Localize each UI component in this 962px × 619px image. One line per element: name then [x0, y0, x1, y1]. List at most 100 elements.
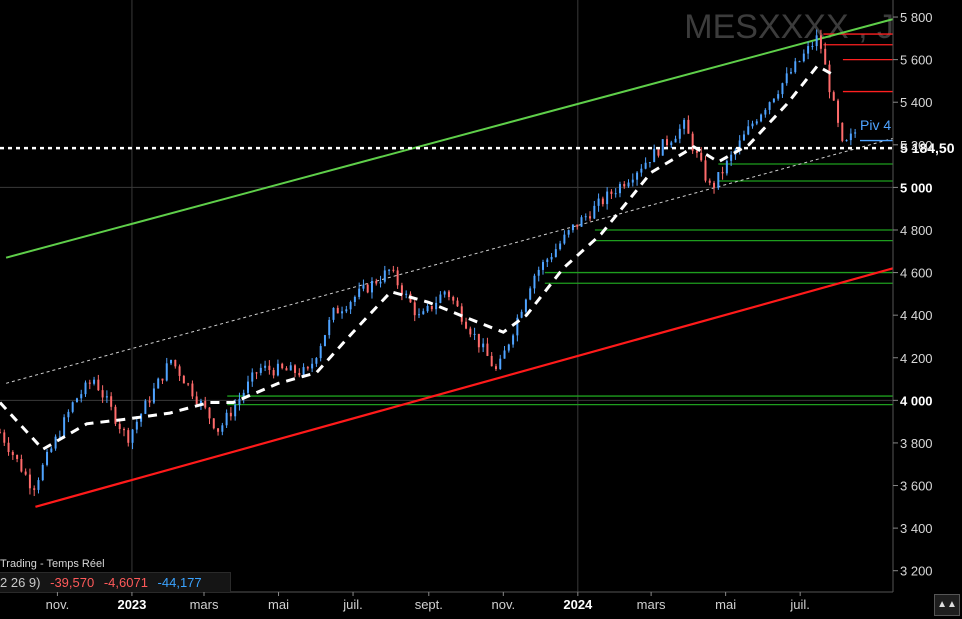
candle-body — [529, 288, 532, 300]
candle-body — [289, 365, 292, 371]
x-tick-label: nov. — [46, 597, 70, 612]
candle-body — [567, 230, 570, 235]
candle-body — [11, 452, 14, 455]
candle-body — [465, 321, 468, 329]
candle-body — [161, 378, 164, 381]
candle-body — [276, 363, 279, 376]
candle-body — [610, 191, 613, 194]
y-tick-label: 3 600 — [900, 479, 933, 494]
candle-body — [653, 148, 656, 163]
candle-body — [443, 291, 446, 295]
candle-body — [127, 430, 130, 443]
candle-body — [516, 317, 519, 336]
candle-body — [84, 382, 87, 395]
candle-body — [486, 343, 489, 356]
y-tick-label: 3 200 — [900, 564, 933, 579]
candle-body — [311, 363, 314, 369]
candle-body — [315, 358, 318, 364]
candle-body — [640, 168, 643, 173]
candle-body — [832, 92, 835, 101]
candle-body — [469, 328, 472, 335]
candle-body — [392, 269, 395, 271]
current-price-line: 5 184,50 — [0, 140, 955, 156]
x-tick-label: sept. — [415, 597, 443, 612]
y-tick-label: 5 000 — [900, 180, 933, 195]
candle-body — [191, 383, 194, 397]
candle-body — [422, 311, 425, 315]
candle-body — [589, 216, 592, 219]
candle-body — [3, 432, 6, 443]
y-tick-label: 5 200 — [900, 138, 933, 153]
pivot-label: Piv 4 — [860, 117, 891, 133]
candle-body — [623, 183, 626, 187]
candle-body — [234, 404, 237, 417]
candle-body — [563, 234, 566, 244]
candle-body — [614, 193, 617, 195]
candle-body — [225, 412, 228, 426]
candle-body — [815, 35, 818, 47]
candle-body — [708, 180, 711, 183]
horizontal-levels — [227, 33, 893, 406]
candle-body — [405, 293, 408, 295]
candle-body — [323, 335, 326, 347]
candle-body — [199, 400, 202, 405]
candle-body — [755, 121, 758, 124]
candle-body — [217, 428, 220, 432]
x-tick-label: mai — [268, 597, 289, 612]
candle-body — [546, 259, 549, 263]
candle-body — [768, 102, 771, 110]
upper-channel-line — [5, 18, 894, 259]
candle-body — [430, 305, 433, 310]
candle-body — [789, 72, 792, 74]
candle-body — [618, 183, 621, 194]
candle-body — [631, 179, 634, 183]
candle-body — [246, 381, 249, 393]
candle-body — [71, 402, 74, 412]
candle-body — [383, 270, 386, 282]
candle-body — [798, 61, 801, 63]
candle-body — [46, 451, 49, 465]
candle-body — [208, 407, 211, 419]
candle-body — [439, 294, 442, 303]
candle-body — [447, 291, 450, 297]
candle-body — [366, 284, 369, 293]
candle-body — [584, 216, 587, 218]
y-tick-label: 5 600 — [900, 53, 933, 68]
candle-body — [426, 305, 429, 312]
candle-body — [828, 64, 831, 93]
candle-body — [396, 270, 399, 286]
current-price-label: 5 184,50 — [900, 140, 955, 156]
candle-body — [713, 182, 716, 188]
candle-body — [170, 359, 173, 364]
x-tick-label: juil. — [789, 597, 810, 612]
x-tick-label: mars — [637, 597, 666, 612]
candle-body — [751, 123, 754, 127]
candle-body — [259, 367, 262, 373]
candle-body — [58, 436, 61, 438]
candle-body — [542, 262, 545, 270]
candle-body — [212, 418, 215, 429]
candle-body — [101, 390, 104, 398]
x-axis[interactable]: nov. 2023 mars mai juil. sept. nov. 2024 mars mai… — [0, 591, 893, 612]
candle-body — [418, 314, 421, 316]
moving-average-line — [0, 64, 838, 452]
candle-body — [477, 333, 480, 348]
candle-body — [251, 372, 254, 382]
candle-body — [490, 355, 493, 367]
candle-body — [50, 448, 53, 452]
gridlines — [0, 0, 893, 592]
candle-body — [400, 285, 403, 295]
y-axis[interactable]: 3 200 3 400 3 600 3 800 4 000 4 200 4 400 4 600… — [892, 0, 933, 592]
candle-body — [174, 359, 177, 367]
candle-body — [802, 53, 805, 62]
scroll-to-end-icon[interactable]: ▲▲ — [934, 594, 960, 616]
candle-body — [306, 367, 309, 369]
candle-body — [264, 365, 267, 368]
candle-body — [580, 217, 583, 227]
x-tick-label: mai — [715, 597, 736, 612]
candle-body — [255, 372, 258, 374]
y-tick-label: 4 200 — [900, 351, 933, 366]
candle-body — [785, 73, 788, 84]
candle-body — [41, 464, 44, 481]
